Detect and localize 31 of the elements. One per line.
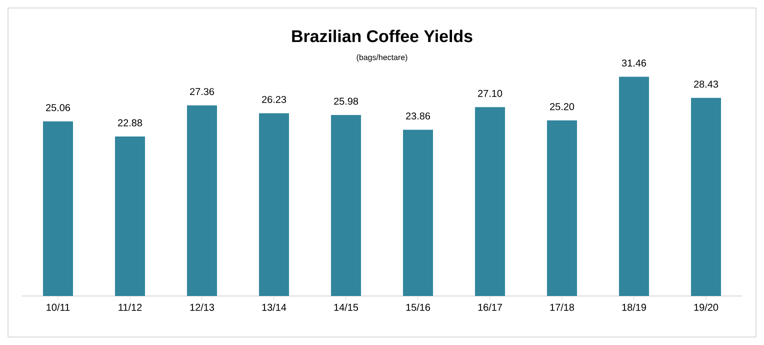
data-label: 25.06 [46, 104, 70, 112]
x-tick-label: 14/15 [334, 304, 358, 311]
x-tick-label: 13/14 [262, 304, 286, 311]
bar [331, 114, 362, 296]
x-tick-label: 10/11 [46, 304, 70, 311]
bar [619, 76, 650, 296]
bar [475, 107, 506, 296]
x-tick-label: 11/12 [118, 304, 142, 311]
data-label: 25.20 [550, 103, 574, 110]
bar [115, 136, 145, 296]
data-label: 26.23 [262, 96, 286, 104]
data-label: 22.88 [118, 119, 142, 126]
bar [403, 130, 434, 296]
x-tick-label: 18/19 [622, 304, 646, 311]
data-label: 25.98 [334, 98, 358, 105]
bar [691, 98, 722, 296]
x-tick-label: 19/20 [694, 304, 718, 311]
x-tick-label: 12/13 [190, 304, 214, 311]
x-tick-label: 17/18 [550, 304, 574, 311]
data-label: 27.36 [190, 88, 214, 96]
data-label: 31.46 [622, 60, 646, 67]
chart-title: Brazilian Coffee Yields [292, 30, 472, 42]
bar [259, 113, 290, 296]
data-label: 23.86 [406, 112, 430, 120]
x-tick-label: 16/17 [478, 304, 502, 311]
data-label: 27.10 [478, 90, 502, 97]
bar [43, 121, 73, 296]
bar [187, 105, 218, 296]
data-label: 28.43 [694, 80, 718, 88]
bar [547, 120, 578, 296]
x-tick-label: 15/16 [406, 304, 430, 311]
